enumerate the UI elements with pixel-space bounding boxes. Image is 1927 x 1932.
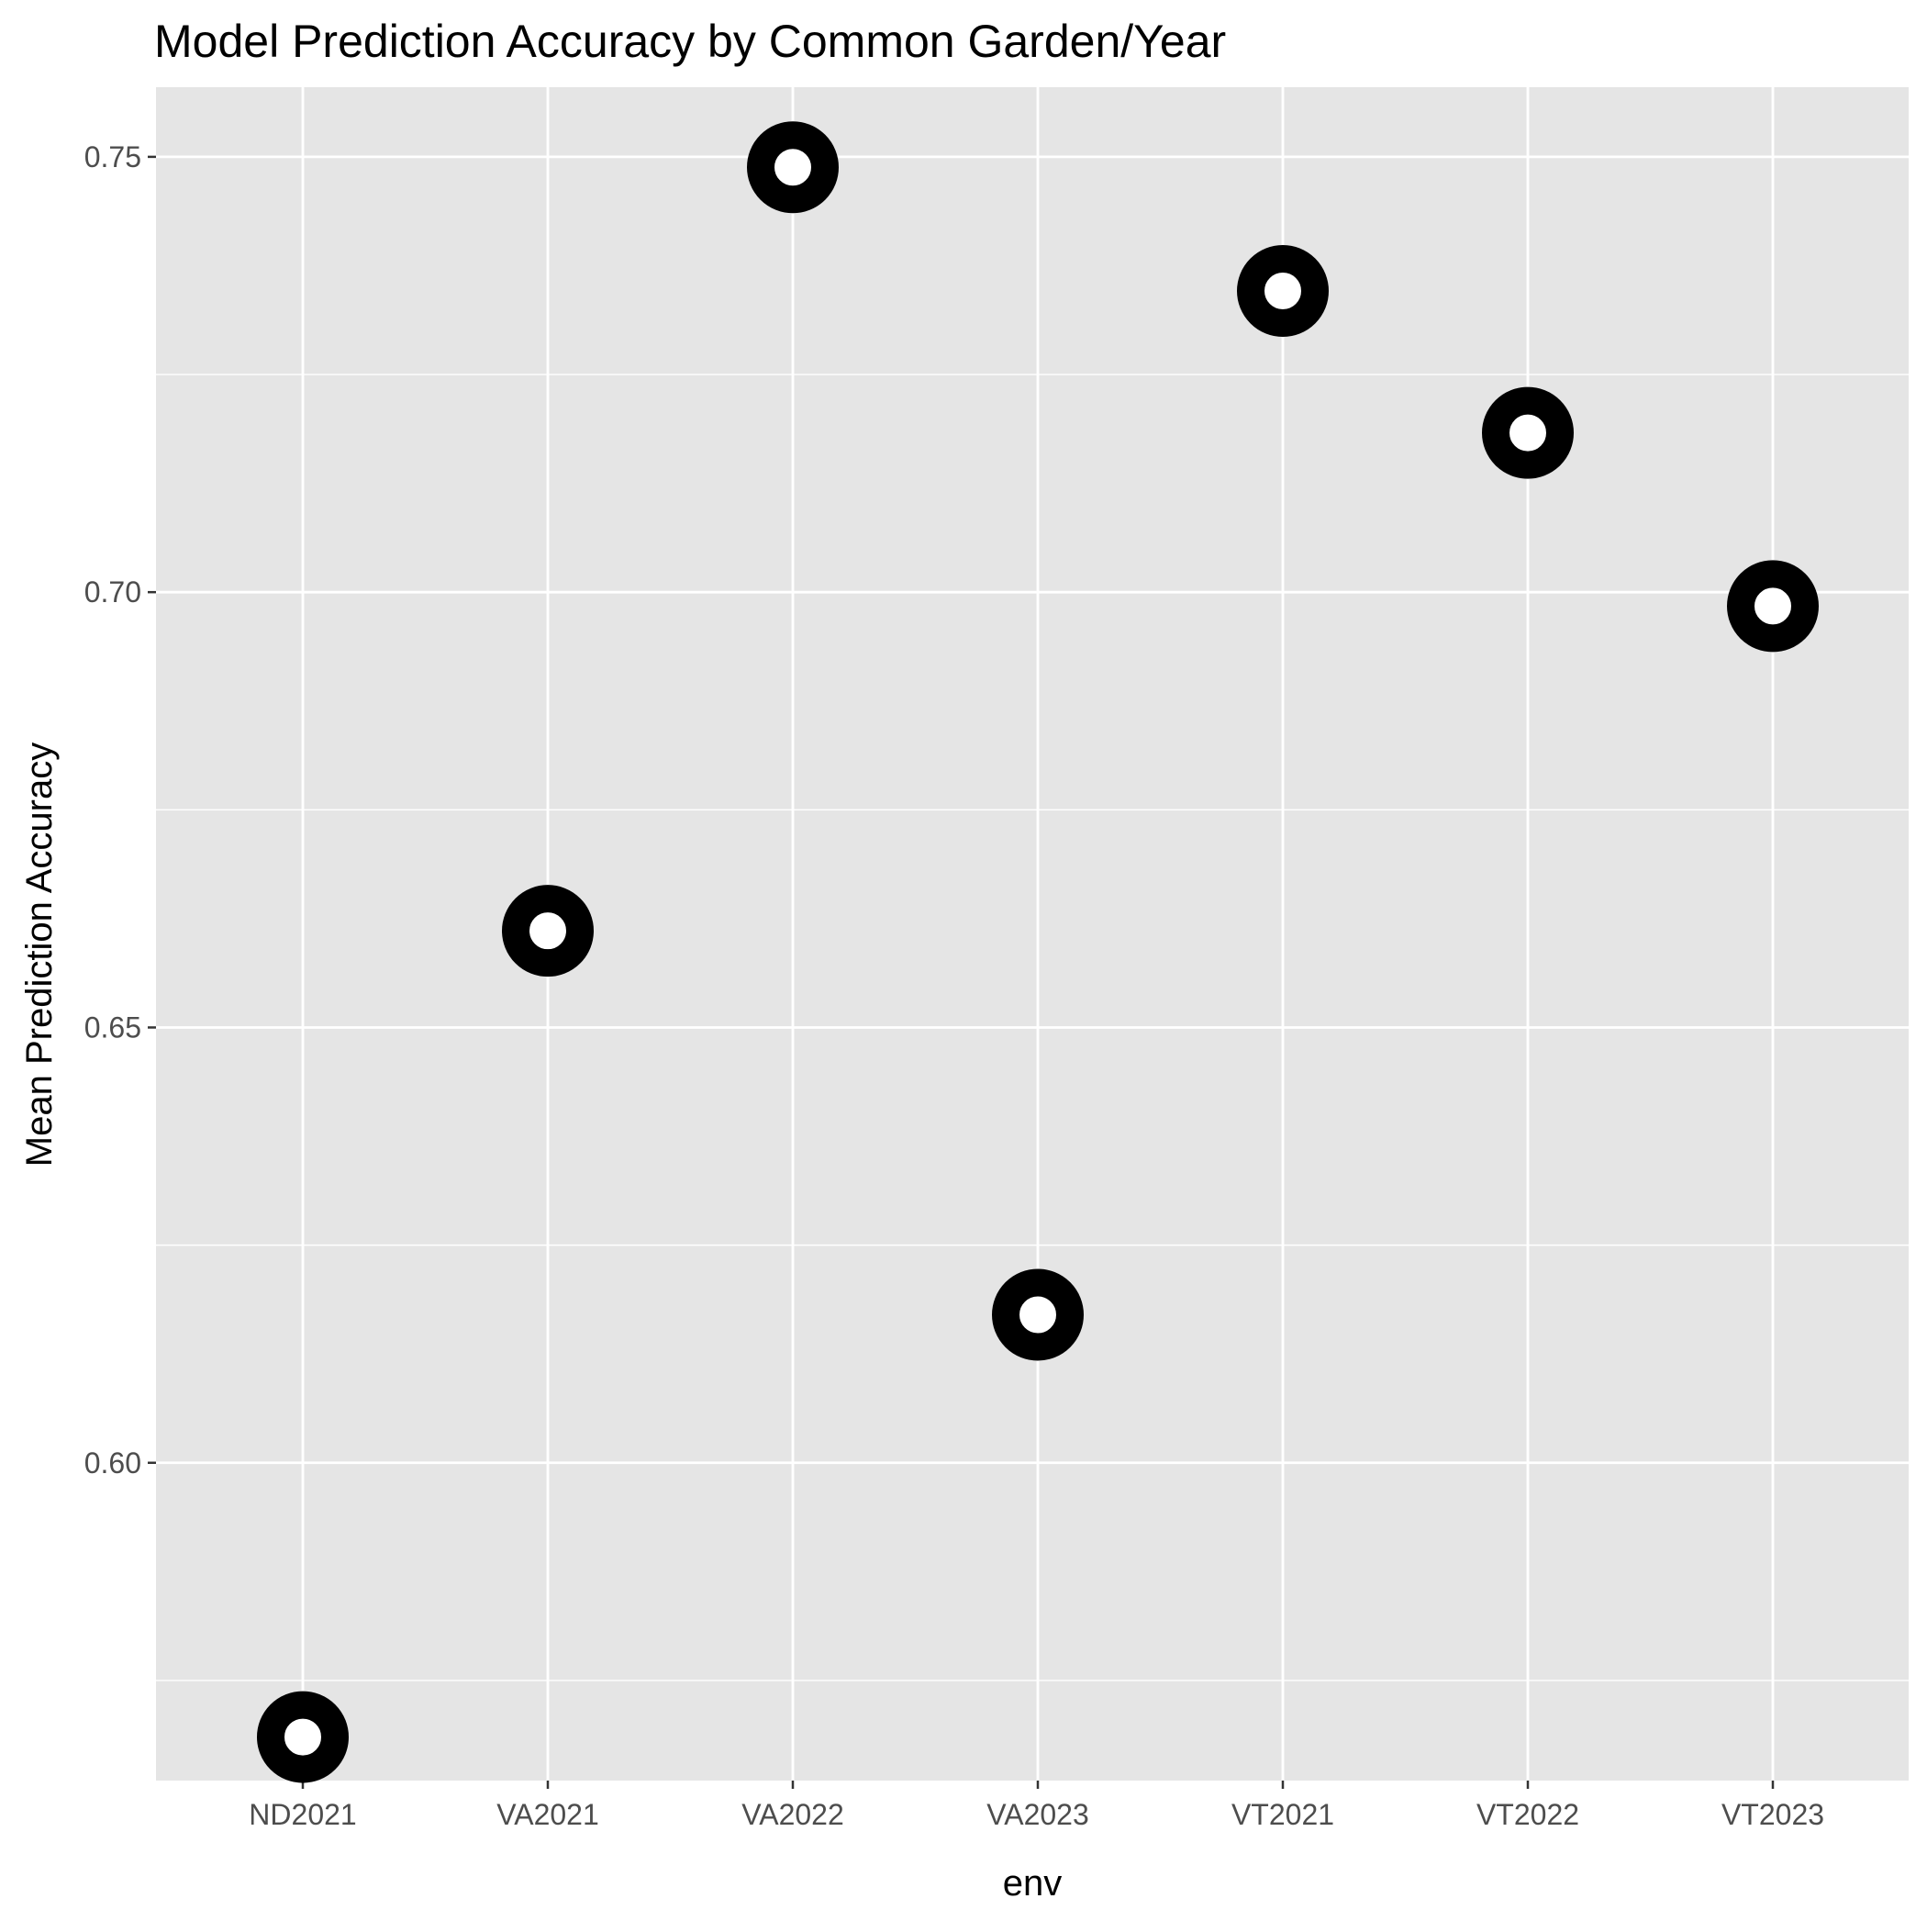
data-point bbox=[1727, 560, 1819, 653]
data-point bbox=[747, 121, 839, 214]
x-tick-label: VT2021 bbox=[1231, 1798, 1334, 1831]
x-tick-label: ND2021 bbox=[249, 1798, 356, 1831]
x-tick-label: VA2022 bbox=[741, 1798, 844, 1831]
grid-layer bbox=[156, 87, 1909, 1781]
data-point bbox=[1482, 386, 1574, 479]
x-tick-label: VT2023 bbox=[1721, 1798, 1824, 1831]
x-tick-label: VT2022 bbox=[1476, 1798, 1579, 1831]
y-tick-label: 0.65 bbox=[84, 1011, 141, 1044]
y-axis-title: Mean Prediction Accuracy bbox=[19, 743, 60, 1167]
x-axis-title: env bbox=[1003, 1863, 1063, 1904]
x-tick-label: VA2021 bbox=[496, 1798, 599, 1831]
axis-layer: 0.60 0.65 0.70 0.75 ND2021 VA2021 VA2022 VA2023… bbox=[84, 140, 1824, 1831]
plot-panel bbox=[156, 87, 1909, 1781]
y-tick-label: 0.75 bbox=[84, 140, 141, 173]
data-point bbox=[257, 1691, 349, 1783]
chart-title: Model Prediction Accuracy by Common Gard… bbox=[154, 16, 1226, 67]
y-tick-label: 0.60 bbox=[84, 1446, 141, 1480]
y-tick-label: 0.70 bbox=[84, 575, 141, 609]
point-layer bbox=[257, 121, 1819, 1783]
data-point bbox=[1237, 244, 1329, 337]
x-tick-label: VA2023 bbox=[986, 1798, 1089, 1831]
data-point bbox=[992, 1268, 1084, 1361]
data-point bbox=[502, 885, 594, 977]
